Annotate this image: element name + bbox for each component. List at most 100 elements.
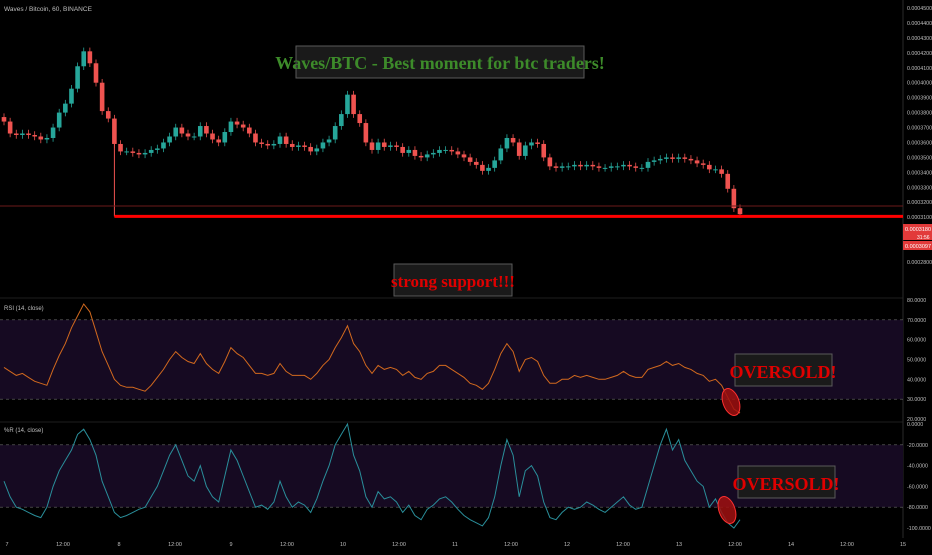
candle-body [627,164,632,167]
candle-body [719,169,724,174]
candle-body [713,169,718,171]
candle-body [142,152,148,155]
time-tick-label: 12:00 [56,542,70,548]
candle-body [541,143,547,158]
time-tick-label: 12:00 [840,542,854,548]
candle-body [694,160,700,164]
time-tick-label: 9 [229,542,232,548]
candle-body [204,126,209,134]
rsi-tick-label: 70.0000 [907,318,926,324]
candle-body [516,142,522,156]
candle-body [13,133,19,135]
candle-body [639,167,645,169]
candle-body [590,164,596,167]
candle-body [412,149,418,156]
candle-body [682,157,688,159]
candle-body [523,145,528,156]
candle-body [467,157,473,162]
price-tick-label: 0.0004200 [907,51,932,57]
time-tick-label: 12:00 [728,542,742,548]
wr-tick-label: -100.0000 [907,526,931,532]
wr-line [3,422,741,529]
time-tick-label: 15 [900,542,906,548]
price-tick-label: 0.0004100 [907,66,932,72]
candle-body [271,143,277,146]
candle-body [529,142,534,146]
candle-body [700,163,706,165]
symbol-label: Waves / Bitcoin, 60, BINANCE [4,6,93,13]
candle-body [535,142,540,144]
candle-body [621,164,626,167]
candle-body [167,136,172,143]
candle-body [400,146,405,153]
candle-body [584,164,589,167]
wr-tick-label: -60.0000 [907,484,928,490]
candle-body [510,137,516,143]
candle-body [191,136,197,138]
candle-body [50,127,56,138]
price-tick-label: 0.0004500 [907,6,932,12]
candle-body [455,151,461,155]
time-tick-label: 11 [452,542,458,548]
candle-body [737,208,743,215]
rsi-tick-label: 40.0000 [907,377,926,383]
candle-body [602,167,608,169]
candle-body [185,133,191,137]
price-tick-label: 0.0003100 [907,215,932,221]
candle-body [259,142,264,144]
candle-body [572,164,577,167]
candle-body [228,121,234,133]
price-tick-label: 0.0003500 [907,155,932,161]
candle-body [406,149,412,153]
candle-body [363,123,369,143]
candle-body [676,157,681,159]
wr-tick-label: -40.0000 [907,464,928,470]
wr-oversold-label: OVERSOLD! [732,474,839,494]
price-tick-label: 0.0002800 [907,260,932,266]
rsi-tick-label: 50.0000 [907,358,926,364]
wr-tick-label: -80.0000 [907,505,928,511]
candle-body [688,158,694,161]
candle-body [473,161,479,165]
wr-oversold-marker [717,496,737,524]
price-tag-mid-bg [903,233,932,240]
candle-body [326,139,332,143]
candle-body [253,133,258,143]
candle-body [314,148,320,152]
price-tick-label: 0.0004300 [907,36,932,42]
price-tag-mid: 31:56 [917,235,930,241]
candle-body [725,173,731,189]
price-tag-upper-bg [903,224,932,233]
candle-body [283,136,289,144]
candle-body [216,139,221,143]
time-tick-label: 12:00 [504,542,518,548]
wr-tick-label: 0.0000 [907,422,923,428]
candle-body [707,164,712,170]
candle-body [56,112,62,128]
candle-body [161,142,166,149]
time-tick-label: 7 [5,542,8,548]
candle-body [289,143,295,147]
candle-body [148,149,154,153]
candle-body [7,121,13,134]
time-tick-label: 13 [676,542,682,548]
candle-body [222,132,228,143]
price-tick-label: 0.0003700 [907,126,932,132]
title-annotation: Waves/BTC - Best moment for btc traders! [275,53,605,73]
candle-body [559,166,565,168]
time-tick-label: 12 [564,542,570,548]
candle-body [44,137,50,140]
title-annotation-box [295,45,585,79]
candle-body [608,166,614,168]
candle-body [197,126,203,137]
candle-body [443,149,448,151]
candle-body [302,145,307,147]
candle-body [431,152,436,155]
candle-body [504,137,510,149]
candle-body [75,66,80,89]
candle-body [375,142,381,150]
price-tag-lower-bg [903,241,932,250]
price-tick-label: 0.0003300 [907,185,932,191]
